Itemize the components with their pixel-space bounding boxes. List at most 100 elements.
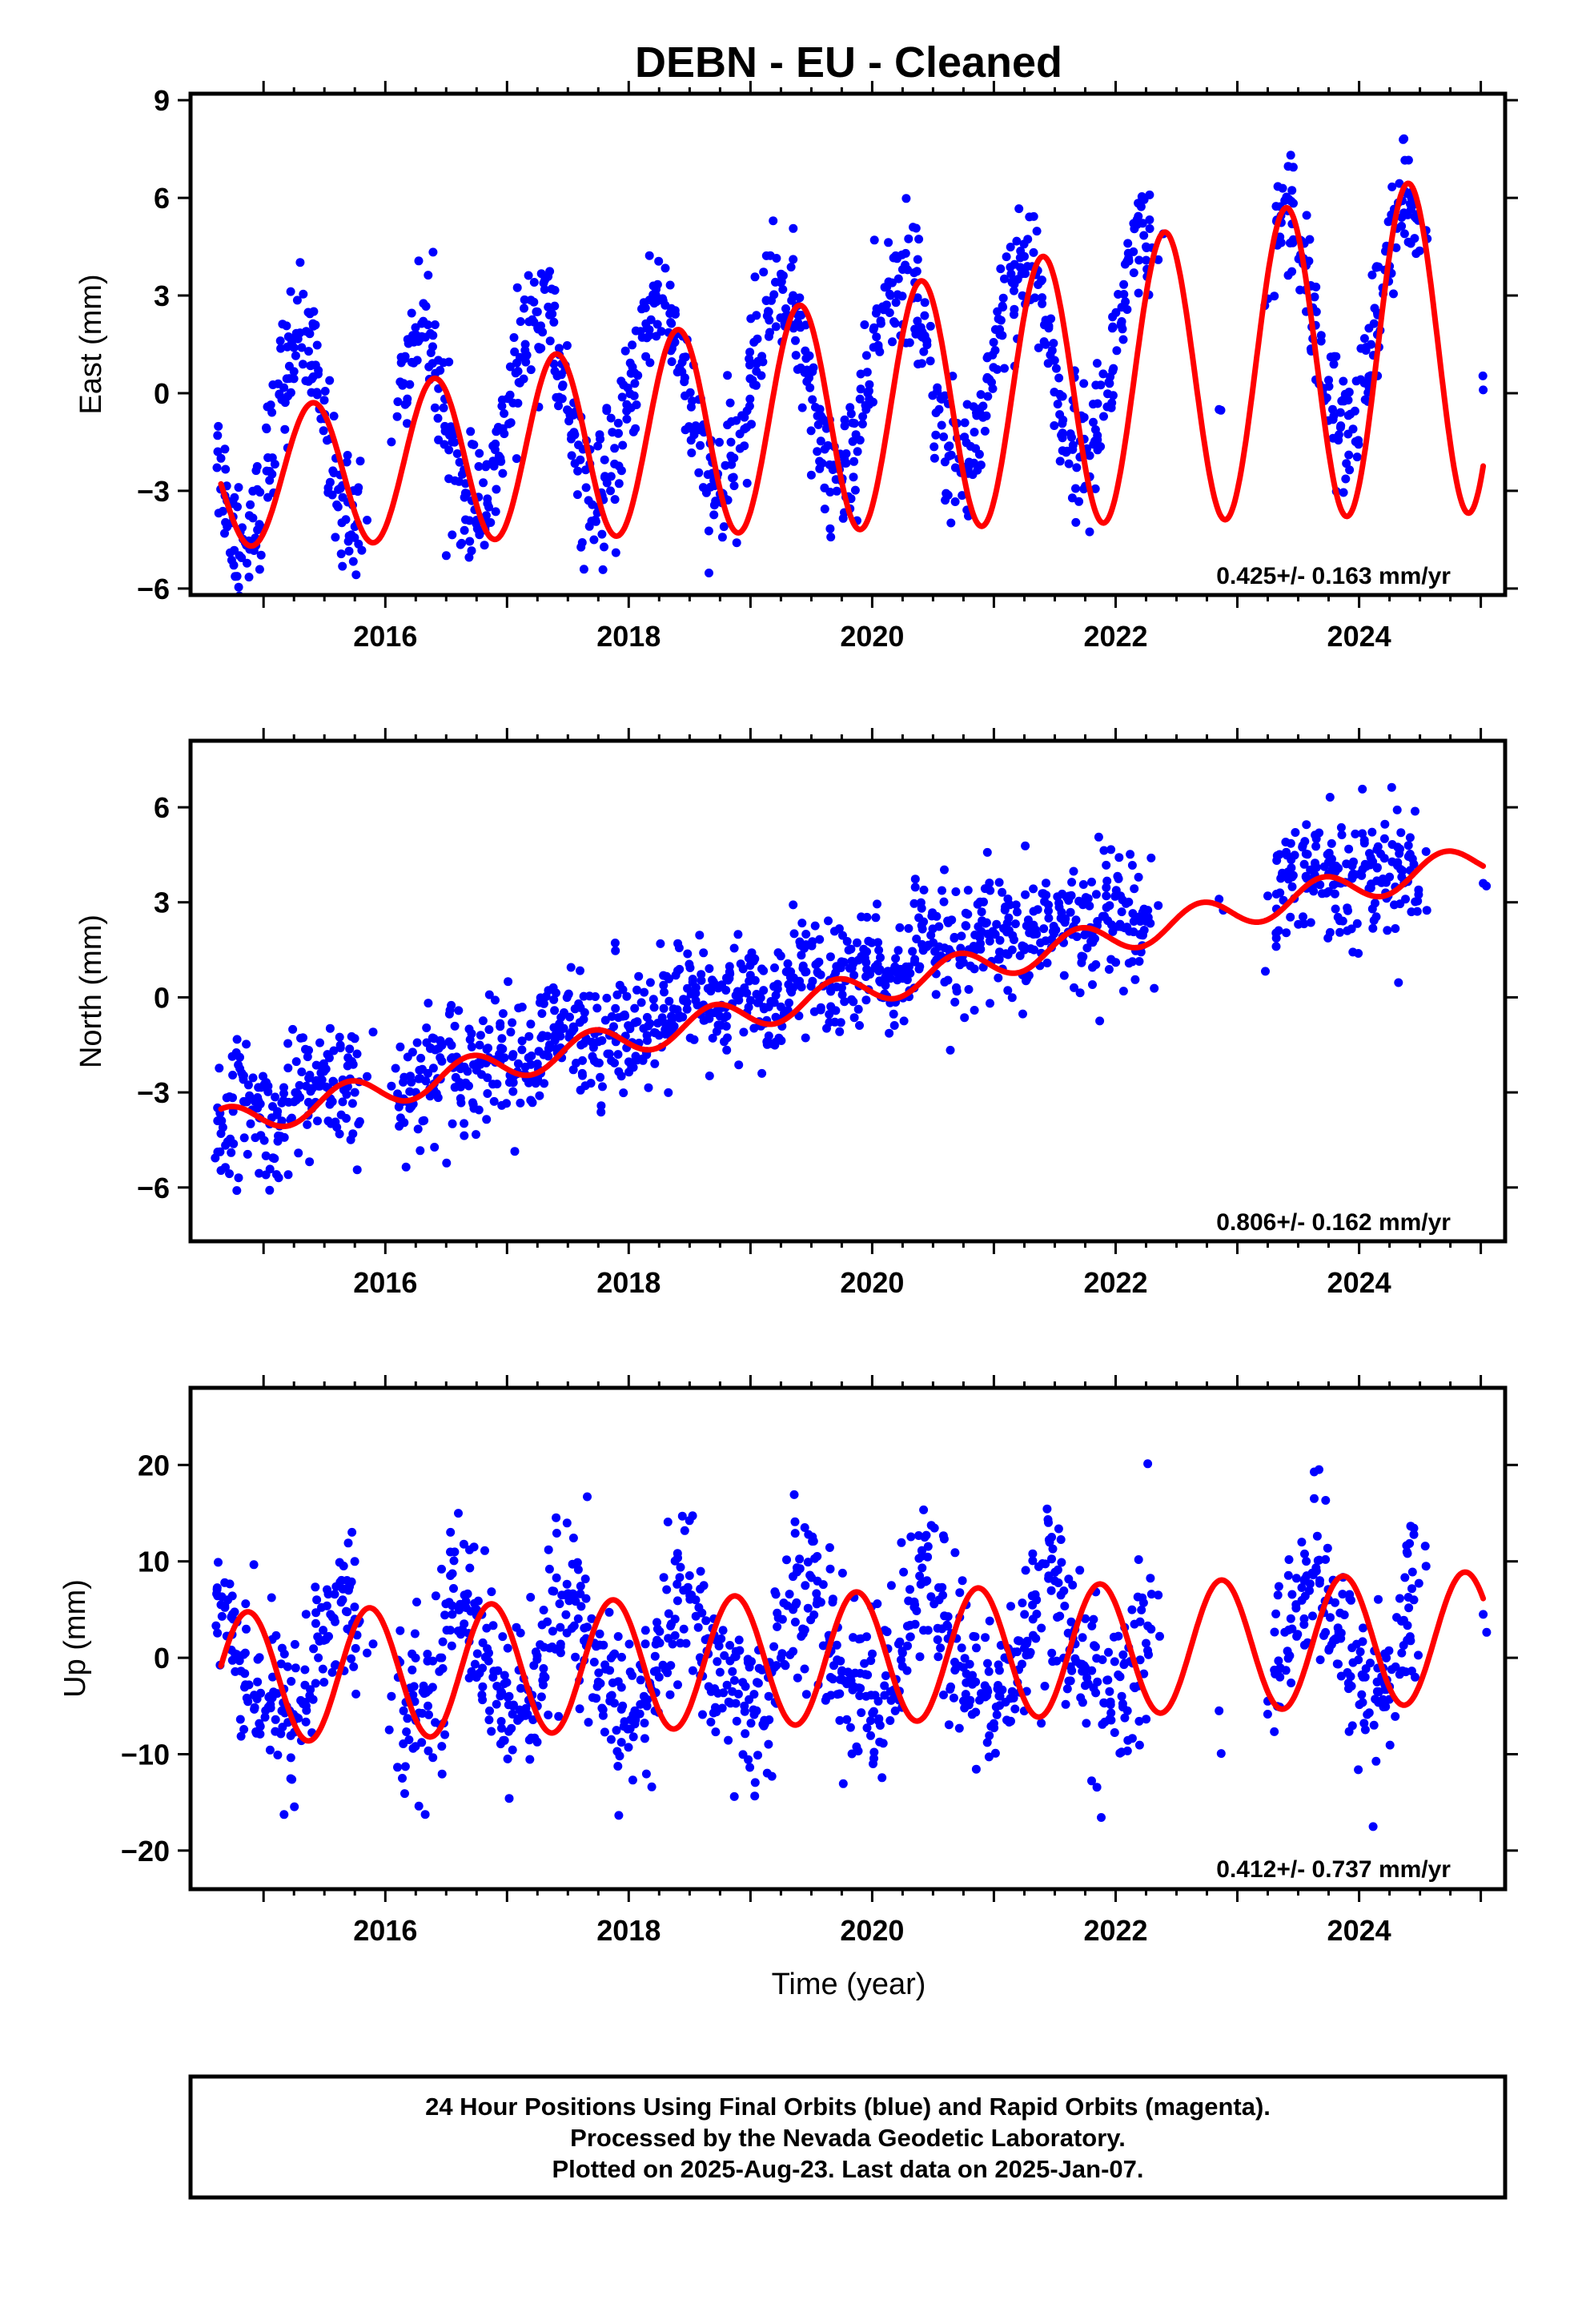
east-data-point — [337, 518, 347, 528]
up-data-point — [1479, 1610, 1488, 1619]
up-data-point — [319, 1678, 329, 1687]
north-data-point — [950, 997, 960, 1007]
east-data-point — [448, 428, 457, 438]
up-data-point — [724, 1697, 733, 1707]
up-data-point — [614, 1811, 624, 1820]
up-data-point — [728, 1667, 737, 1676]
east-data-point — [343, 451, 352, 460]
up-data-point — [1155, 1631, 1164, 1641]
north-data-point — [950, 932, 959, 942]
up-data-point — [881, 1671, 890, 1680]
east-data-point — [772, 254, 781, 263]
up-data-point — [994, 1666, 1004, 1675]
up-data-point — [478, 1638, 488, 1647]
north-data-point — [1395, 844, 1405, 854]
east-data-point — [1343, 429, 1353, 439]
north-data-point — [713, 983, 723, 993]
east-data-point — [723, 371, 733, 380]
east-data-point — [652, 332, 661, 341]
up-data-point — [719, 1688, 729, 1698]
up-data-point — [271, 1630, 281, 1640]
up-data-point — [302, 1706, 311, 1715]
north-data-point — [347, 1031, 356, 1041]
east-data-point — [786, 263, 796, 271]
north-data-point — [1002, 927, 1012, 937]
north-data-point — [917, 903, 926, 913]
east-data-point — [613, 418, 623, 428]
up-data-point — [710, 1684, 720, 1694]
east-data-point — [725, 398, 735, 408]
up-data-point — [681, 1638, 691, 1648]
north-data-point — [873, 899, 881, 909]
up-data-point — [410, 1629, 420, 1638]
north-data-point — [1114, 853, 1124, 862]
up-y-tick-label: −10 — [121, 1739, 170, 1771]
up-data-point — [1118, 1650, 1128, 1659]
north-data-point — [460, 1119, 469, 1128]
east-data-point — [1478, 371, 1488, 380]
east-data-point — [1104, 377, 1114, 387]
north-data-point — [232, 1035, 242, 1044]
east-data-point — [875, 347, 885, 356]
east-data-point — [890, 319, 900, 328]
east-data-point — [1337, 396, 1347, 406]
east-data-point — [821, 424, 831, 433]
up-data-point — [1407, 1584, 1416, 1594]
up-data-point — [347, 1654, 356, 1663]
east-data-point — [944, 452, 954, 461]
east-data-point — [611, 548, 620, 557]
east-data-point — [806, 426, 816, 436]
up-data-point — [862, 1632, 871, 1642]
north-data-point — [855, 1021, 864, 1030]
north-data-point — [986, 999, 994, 1008]
east-data-point — [1064, 459, 1074, 468]
north-data-point — [323, 1116, 333, 1126]
up-data-point — [733, 1689, 743, 1699]
up-x-tick-label: 2016 — [353, 1914, 417, 1947]
north-data-point — [412, 1038, 422, 1047]
up-data-point — [544, 1564, 554, 1574]
north-data-point — [429, 1034, 439, 1043]
up-data-point — [608, 1651, 618, 1660]
up-data-point — [1406, 1636, 1415, 1646]
east-data-point — [850, 485, 860, 495]
east-data-point — [524, 271, 533, 280]
north-data-point — [448, 1119, 457, 1128]
up-data-point — [1123, 1735, 1133, 1745]
north-data-point — [985, 879, 994, 888]
east-data-point — [1286, 151, 1295, 160]
north-data-point — [1066, 891, 1076, 900]
east-data-point — [1134, 255, 1144, 265]
east-data-point — [573, 466, 583, 476]
north-data-point — [335, 1043, 345, 1052]
north-data-point — [759, 986, 769, 995]
up-data-point — [236, 1731, 246, 1741]
east-data-point — [1343, 396, 1353, 405]
up-data-point — [1358, 1698, 1367, 1707]
east-data-point — [539, 278, 548, 287]
up-data-point — [227, 1591, 237, 1601]
north-data-point — [1359, 835, 1369, 845]
east-data-point — [654, 256, 664, 266]
east-x-tick-label: 2022 — [1083, 620, 1147, 653]
north-data-point — [1141, 913, 1150, 923]
north-data-point — [688, 977, 697, 987]
east-data-point — [989, 338, 998, 347]
north-data-point — [1072, 932, 1082, 942]
up-data-point — [664, 1609, 673, 1618]
up-data-point — [880, 1626, 889, 1635]
up-data-point — [1374, 1594, 1383, 1604]
north-data-point — [885, 1028, 894, 1038]
up-data-point — [1134, 1716, 1144, 1726]
east-data-point — [522, 351, 532, 360]
north-data-point — [622, 991, 632, 1001]
east-data-point — [686, 402, 696, 412]
north-data-point — [321, 1064, 331, 1074]
north-data-point — [1365, 849, 1374, 858]
up-data-point — [993, 1684, 1002, 1694]
up-data-point — [915, 1571, 925, 1581]
north-data-point — [963, 886, 973, 895]
east-data-point — [747, 420, 756, 429]
up-data-point — [504, 1727, 513, 1736]
east-data-point — [251, 466, 261, 476]
